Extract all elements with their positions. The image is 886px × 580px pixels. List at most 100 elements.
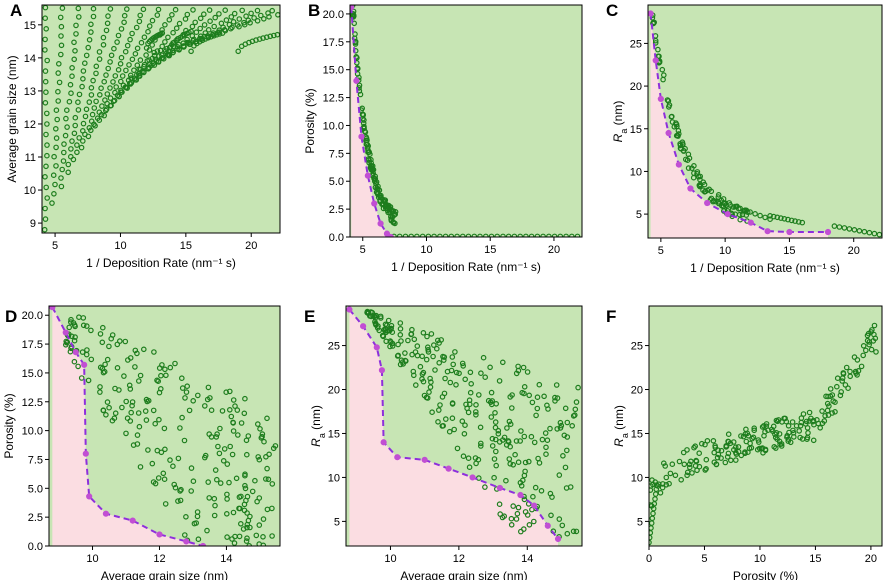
data-point <box>123 430 129 437</box>
data-point <box>270 32 277 39</box>
data-point <box>145 447 151 453</box>
data-point <box>80 138 86 144</box>
data-point <box>141 61 148 68</box>
data-point <box>127 418 134 424</box>
data-point <box>424 333 430 340</box>
data-point <box>231 10 238 17</box>
pareto-point <box>687 185 694 192</box>
data-point <box>202 36 209 42</box>
data-point <box>67 348 74 355</box>
data-point <box>113 84 120 90</box>
data-point <box>180 43 187 49</box>
data-point <box>727 457 734 464</box>
x-tick-label: 12 <box>153 553 165 565</box>
data-point <box>649 539 652 546</box>
pareto-point <box>360 323 367 330</box>
data-point <box>373 322 379 328</box>
data-point <box>656 481 662 488</box>
data-point <box>124 42 131 49</box>
data-point <box>103 72 109 78</box>
data-point <box>118 26 125 32</box>
data-point <box>84 323 90 329</box>
data-point <box>394 353 401 359</box>
data-point <box>188 48 194 55</box>
data-point <box>453 369 460 376</box>
data-point <box>499 437 506 443</box>
data-point <box>459 418 466 425</box>
data-point <box>767 216 773 223</box>
data-point <box>743 438 750 445</box>
data-point <box>482 374 489 381</box>
data-point <box>778 443 785 449</box>
y-tick-label: 17.5 <box>323 37 344 49</box>
data-point <box>442 233 449 237</box>
pareto-region <box>349 309 559 546</box>
data-point <box>79 83 85 90</box>
data-point <box>686 155 693 162</box>
data-point <box>100 34 107 41</box>
data-point <box>391 211 398 217</box>
data-point <box>681 461 688 468</box>
data-point <box>177 497 184 504</box>
data-point <box>492 424 499 431</box>
data-point <box>748 444 755 451</box>
data-point <box>660 72 667 78</box>
data-point <box>226 479 232 486</box>
data-point <box>143 52 149 58</box>
data-point <box>843 364 850 371</box>
data-point <box>526 521 533 528</box>
data-point <box>475 456 482 463</box>
data-point <box>102 361 108 368</box>
data-point <box>698 440 705 447</box>
data-point <box>134 350 140 357</box>
data-point <box>854 357 861 363</box>
data-point <box>162 501 169 507</box>
data-point <box>460 233 466 237</box>
data-point <box>714 454 721 461</box>
data-point <box>466 401 473 408</box>
y-tick-label: 2.5 <box>28 512 43 524</box>
data-point <box>80 120 87 127</box>
data-point <box>545 406 551 412</box>
data-point <box>111 45 117 52</box>
data-point <box>787 439 794 446</box>
data-point <box>80 315 87 321</box>
data-point <box>108 52 115 59</box>
data-point <box>103 106 110 113</box>
data-point <box>387 338 394 344</box>
data-point <box>52 181 58 188</box>
data-point <box>159 30 166 36</box>
data-point <box>269 481 276 487</box>
data-point <box>523 233 529 237</box>
data-point <box>184 36 190 43</box>
data-point <box>840 370 847 376</box>
y-tick-label: 9 <box>30 218 36 230</box>
data-point <box>697 176 703 183</box>
data-point <box>175 498 181 504</box>
pareto-point <box>496 484 504 492</box>
data-point <box>224 491 230 498</box>
data-point <box>686 461 693 468</box>
data-point <box>118 78 124 85</box>
data-point <box>254 7 261 14</box>
data-point <box>243 497 249 504</box>
data-point <box>73 22 79 29</box>
data-point <box>762 214 768 221</box>
pareto-point <box>517 491 524 499</box>
data-point <box>506 418 513 425</box>
data-point <box>169 12 175 18</box>
y-axis-label: Porosity (%) <box>2 393 16 458</box>
data-point <box>216 27 223 34</box>
data-point <box>163 372 169 379</box>
data-point <box>74 142 80 148</box>
data-point <box>134 432 141 438</box>
data-point <box>42 216 49 222</box>
data-point <box>58 175 64 181</box>
data-point <box>749 435 756 442</box>
pareto-point <box>358 133 365 140</box>
data-point <box>90 5 97 12</box>
data-point <box>103 411 109 418</box>
data-point <box>100 41 107 48</box>
data-point <box>573 528 580 535</box>
